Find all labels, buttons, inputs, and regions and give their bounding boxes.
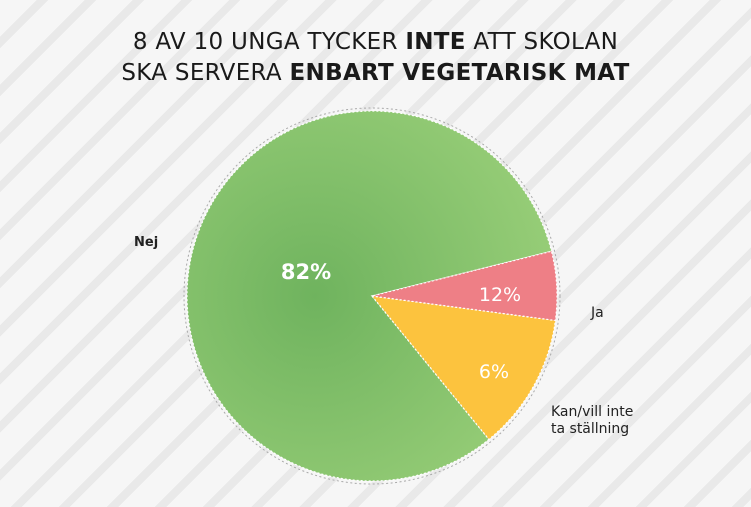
title-line2-start: SKA SERVERA bbox=[121, 60, 290, 86]
pie-outline bbox=[183, 107, 561, 485]
title-line1-start: 8 AV 10 UNGA TYCKER bbox=[132, 29, 406, 55]
chart-title: 8 AV 10 UNGA TYCKER INTE ATT SKOLAN SKA … bbox=[0, 27, 751, 89]
title-line1-end: ATT SKOLAN bbox=[465, 29, 619, 55]
title-line1-emphasis: INTE bbox=[405, 29, 466, 55]
pie-slice-nej bbox=[186, 110, 553, 482]
pie-slice-ja bbox=[370, 295, 557, 441]
pie-slice-kan bbox=[371, 250, 558, 322]
slice-value-label: 82% bbox=[281, 260, 331, 284]
title-line2-emphasis: ENBART VEGETARISK MAT bbox=[289, 60, 630, 86]
slice-value-label: 6% bbox=[479, 361, 509, 383]
slice-category-label: Ja bbox=[590, 305, 604, 321]
slice-category-label: Nej bbox=[134, 235, 158, 250]
slice-category-label: Kan/vill inte ta ställning bbox=[551, 404, 633, 437]
slice-value-label: 12% bbox=[479, 284, 521, 306]
